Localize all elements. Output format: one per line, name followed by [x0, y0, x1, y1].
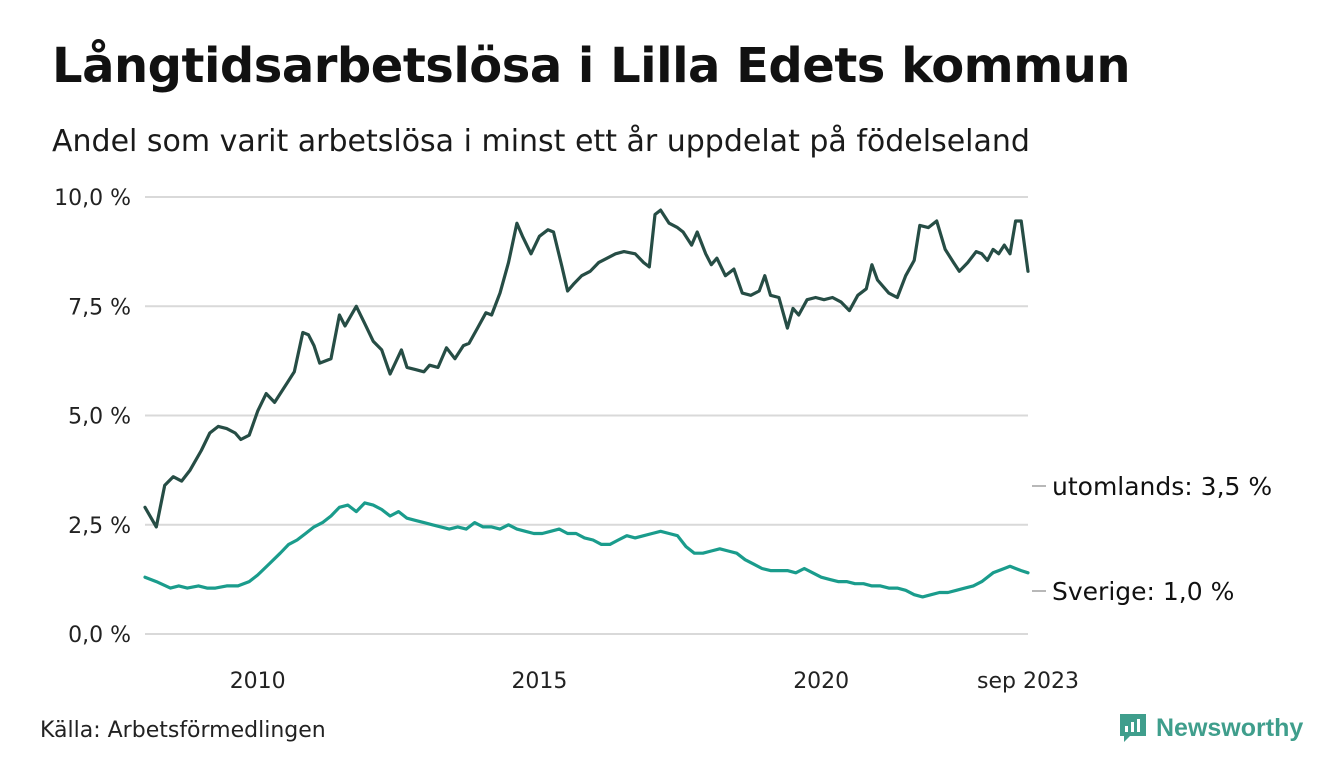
series-end-label-sverige: Sverige: 1,0 %	[1052, 577, 1234, 606]
x-tick-label: sep 2023	[977, 669, 1079, 694]
y-tick-label: 5,0 %	[68, 405, 131, 430]
series-line-utomlands	[143, 208, 1030, 529]
x-tick-label: 2015	[511, 669, 567, 694]
y-axis-tick-labels: 0,0 % 2,5 % 5,0 % 7,5 % 10,0 %	[54, 186, 131, 648]
series-lines	[143, 208, 1030, 599]
x-tick-label: 2010	[230, 669, 286, 694]
y-tick-label: 10,0 %	[54, 186, 131, 211]
newsworthy-logo-icon	[1120, 714, 1146, 742]
x-axis-tick-labels: 2010 2015 2020 sep 2023	[230, 669, 1079, 694]
y-tick-label: 7,5 %	[68, 295, 131, 320]
series-line-sverige	[143, 501, 1030, 599]
chart-subtitle: Andel som varit arbetslösa i minst ett å…	[52, 124, 1030, 159]
x-tick-label: 2020	[793, 669, 849, 694]
chart-title: Långtidsarbetslösa i Lilla Edets kommun	[52, 38, 1131, 94]
grid-lines	[145, 196, 1028, 635]
source-note: Källa: Arbetsförmedlingen	[40, 718, 326, 743]
line-chart: 0,0 % 2,5 % 5,0 % 7,5 % 10,0 % 2010 2015 2020 s…	[54, 186, 1272, 694]
y-tick-label: 2,5 %	[68, 514, 131, 539]
series-end-label-utomlands: utomlands: 3,5 %	[1052, 472, 1272, 501]
series-end-labels: utomlands: 3,5 % Sverige: 1,0 %	[1032, 472, 1272, 606]
brand-logo[interactable]: Newsworthy	[1118, 712, 1303, 744]
brand-name: Newsworthy	[1156, 713, 1304, 742]
y-tick-label: 0,0 %	[68, 623, 131, 648]
